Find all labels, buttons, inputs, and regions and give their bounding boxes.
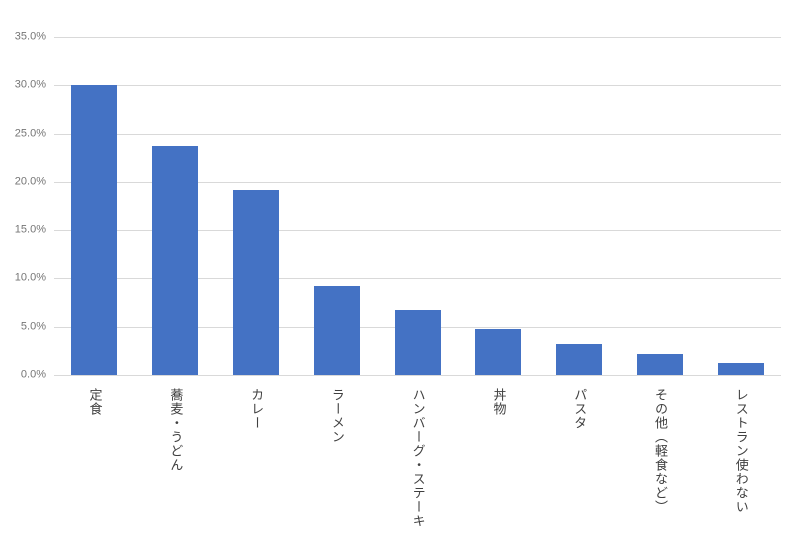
y-tick-label: 5.0% [20, 320, 46, 333]
x-slot: レストラン使わない [700, 388, 781, 514]
gridline [54, 133, 781, 135]
bar-slot [216, 37, 297, 375]
x-slot: その他（軽食など） [619, 388, 700, 514]
y-tick-label: 35.0% [14, 30, 46, 43]
bar-slot [296, 37, 377, 375]
y-tick-label: 10.0% [14, 271, 46, 284]
y-tick-label: 15.0% [14, 223, 46, 236]
y-axis: 0.0% 5.0% 10.0% 15.0% 20.0% 25.0% 30.0% 35.0% [0, 31, 46, 380]
gridline [54, 230, 781, 232]
x-slot: 蕎麦・うどん [135, 388, 216, 472]
bar-slot [377, 37, 458, 375]
x-slot: パスタ [539, 388, 620, 430]
x-slot: ハンバーグ・ステーキ [377, 388, 458, 528]
y-tick-label: 20.0% [14, 175, 46, 188]
bar [313, 286, 360, 375]
category-label: パスタ [572, 388, 588, 430]
bar [71, 85, 118, 375]
bar [556, 344, 603, 375]
y-tick-label: 25.0% [14, 127, 46, 140]
bar [636, 353, 683, 375]
category-label: ラーメン [329, 388, 345, 444]
category-label: ハンバーグ・ステーキ [410, 388, 426, 528]
bar [394, 310, 441, 375]
bar [232, 189, 279, 375]
x-slot: 丼物 [458, 388, 539, 416]
bar [475, 328, 522, 375]
gridline [54, 37, 781, 38]
category-label: 蕎麦・うどん [168, 388, 184, 472]
x-slot: ラーメン [296, 388, 377, 444]
gridline [54, 375, 781, 376]
plot-area [54, 37, 781, 376]
gridline [54, 85, 781, 87]
x-slot: カレー [216, 388, 297, 430]
category-label: カレー [249, 388, 265, 430]
gridline [54, 181, 781, 183]
bar-slot [539, 37, 620, 375]
bar-slot [54, 37, 135, 375]
bar [717, 363, 764, 375]
bars [54, 37, 781, 375]
bar-slot [458, 37, 539, 375]
gridline [54, 278, 781, 280]
bar-slot [135, 37, 216, 375]
bar [152, 146, 199, 375]
y-tick-label: 0.0% [20, 368, 46, 381]
category-label: レストラン使わない [733, 388, 749, 514]
y-tick-label: 30.0% [14, 78, 46, 91]
category-label: 丼物 [491, 388, 507, 416]
x-slot: 定食 [54, 388, 135, 416]
x-axis: 定食 蕎麦・うどん カレー ラーメン ハンバーグ・ステーキ 丼物 パスタ その他（軽食など） レ… [54, 388, 781, 528]
category-label: 定食 [87, 388, 103, 416]
bar-slot [619, 37, 700, 375]
category-label: その他（軽食など） [653, 388, 668, 514]
bar-slot [700, 37, 781, 375]
